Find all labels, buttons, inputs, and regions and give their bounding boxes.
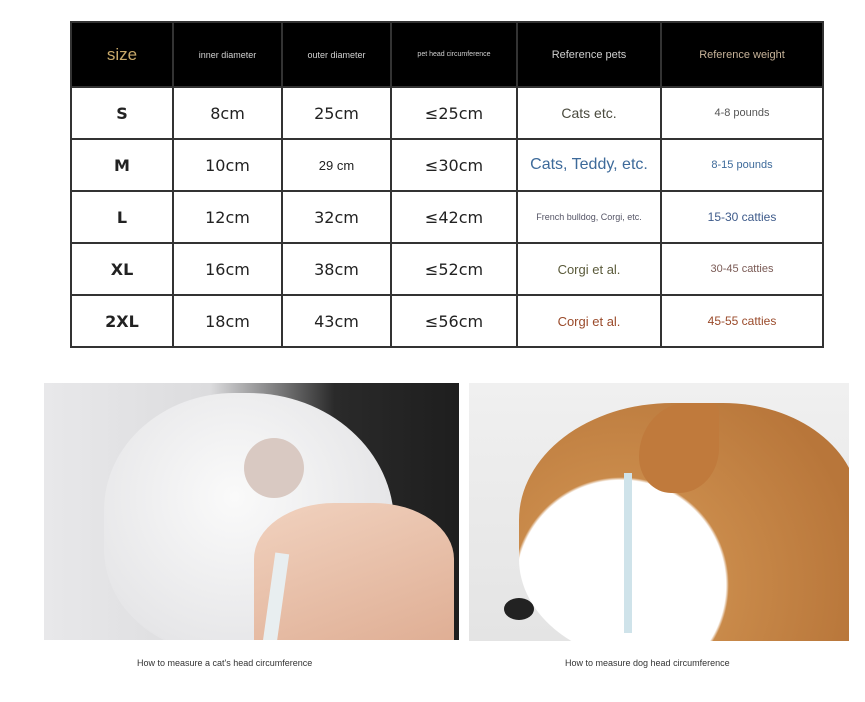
- size-cell: XL: [70, 242, 174, 296]
- table-row: S 8cm 25cm ≤25cm Cats etc. 4-8 pounds: [70, 86, 824, 140]
- inner-diameter-cell: 10cm: [172, 138, 283, 192]
- dog-ear: [639, 403, 719, 493]
- header-outer-diameter: outer diameter: [281, 21, 392, 88]
- inner-diameter-cell: 8cm: [172, 86, 283, 140]
- cat-ear: [244, 438, 304, 498]
- outer-diameter-cell: 43cm: [281, 294, 392, 348]
- size-cell: S: [70, 86, 174, 140]
- measuring-tape: [624, 473, 632, 633]
- dog-measuring-photo: [469, 383, 849, 641]
- reference-weight-cell: 8-15 pounds: [660, 138, 824, 192]
- size-cell: 2XL: [70, 294, 174, 348]
- reference-pets-cell: Cats etc.: [516, 86, 662, 140]
- reference-pets-cell: Cats, Teddy, etc.: [516, 138, 662, 192]
- head-circumference-cell: ≤25cm: [390, 86, 518, 140]
- outer-diameter-cell: 32cm: [281, 190, 392, 244]
- head-circumference-cell: ≤30cm: [390, 138, 518, 192]
- inner-diameter-cell: 18cm: [172, 294, 283, 348]
- table-row: 2XL 18cm 43cm ≤56cm Corgi et al. 45-55 cattie…: [70, 294, 824, 348]
- hand: [254, 503, 454, 640]
- outer-diameter-cell: 38cm: [281, 242, 392, 296]
- header-size: size: [70, 21, 174, 88]
- reference-weight-cell: 30-45 catties: [660, 242, 824, 296]
- cat-photo-caption: How to measure a cat's head circumferenc…: [137, 658, 313, 668]
- header-head-circumference: pet head circumference: [390, 21, 518, 88]
- head-circumference-cell: ≤52cm: [390, 242, 518, 296]
- inner-diameter-cell: 16cm: [172, 242, 283, 296]
- outer-diameter-cell: 29 cm: [281, 138, 392, 192]
- header-inner-diameter: inner diameter: [172, 21, 283, 88]
- table-header-row: size inner diameter outer diameter pet h…: [70, 21, 824, 88]
- size-cell: M: [70, 138, 174, 192]
- outer-diameter-cell: 25cm: [281, 86, 392, 140]
- reference-weight-cell: 4-8 pounds: [660, 86, 824, 140]
- dog-photo-caption: How to measure dog head circumference: [565, 658, 730, 668]
- reference-weight-cell: 15-30 catties: [660, 190, 824, 244]
- cat-measuring-photo: [44, 383, 459, 640]
- reference-pets-cell: Corgi et al.: [516, 242, 662, 296]
- head-circumference-cell: ≤42cm: [390, 190, 518, 244]
- header-reference-pets: Reference pets: [516, 21, 662, 88]
- table-row: L 12cm 32cm ≤42cm French bulldog, Corgi, etc…: [70, 190, 824, 244]
- table-row: M 10cm 29 cm ≤30cm Cats, Teddy, etc. 8-15 pou…: [70, 138, 824, 192]
- reference-pets-cell: French bulldog, Corgi, etc.: [516, 190, 662, 244]
- size-chart-table: size inner diameter outer diameter pet h…: [70, 21, 824, 348]
- header-reference-weight: Reference weight: [660, 21, 824, 88]
- dog-nose: [504, 598, 534, 620]
- reference-weight-cell: 45-55 catties: [660, 294, 824, 348]
- head-circumference-cell: ≤56cm: [390, 294, 518, 348]
- table-row: XL 16cm 38cm ≤52cm Corgi et al. 30-45 catties: [70, 242, 824, 296]
- inner-diameter-cell: 12cm: [172, 190, 283, 244]
- size-cell: L: [70, 190, 174, 244]
- reference-pets-cell: Corgi et al.: [516, 294, 662, 348]
